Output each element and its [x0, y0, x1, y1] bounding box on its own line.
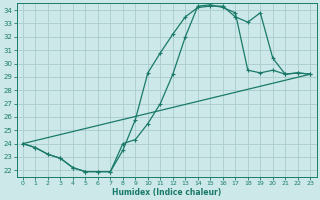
X-axis label: Humidex (Indice chaleur): Humidex (Indice chaleur): [112, 188, 221, 197]
